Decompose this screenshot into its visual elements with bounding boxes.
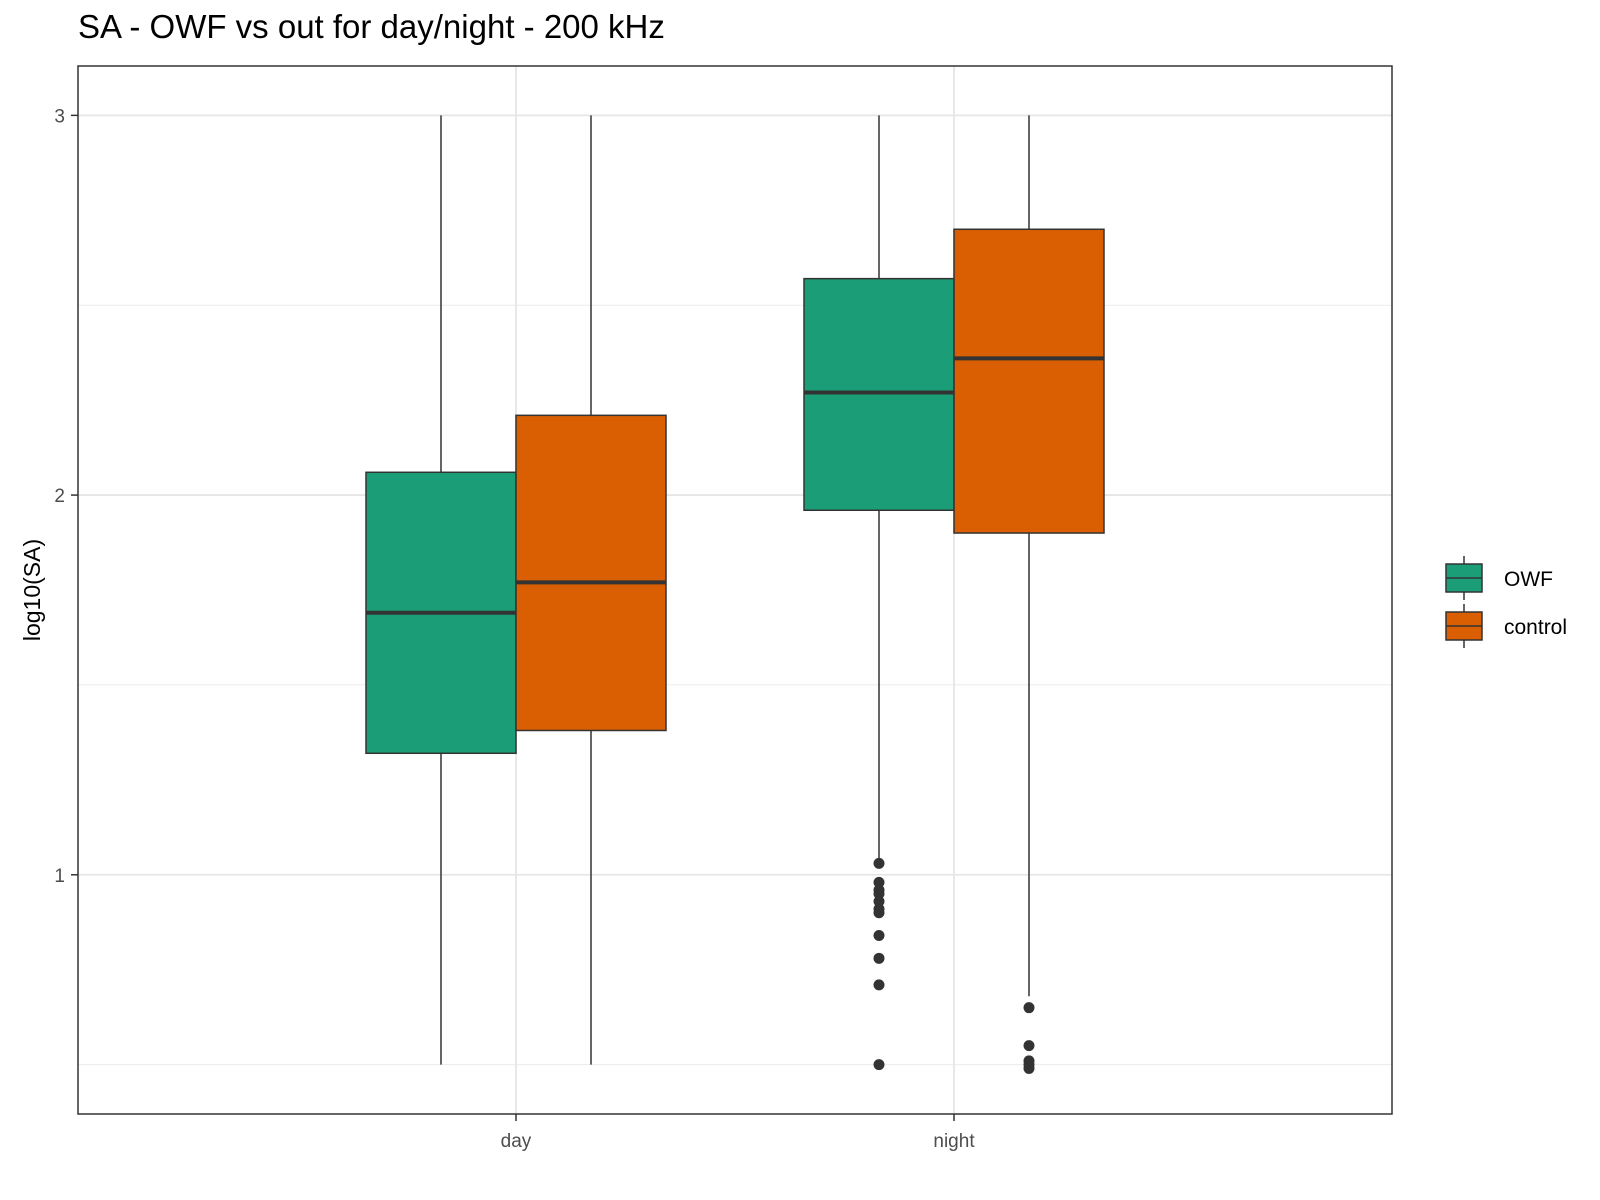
legend: OWF control [1445,556,1567,648]
outlier-point [1023,1002,1035,1014]
legend-label: OWF [1504,568,1553,591]
y-tick-label: 3 [54,106,65,127]
outlier-point [873,1059,885,1071]
outlier-point [873,979,885,991]
outlier-point [1023,1062,1035,1074]
outlier-point [873,895,885,907]
outlier-point [873,930,885,942]
y-tick-label: 2 [54,486,65,507]
outlier-point [873,857,885,869]
legend-label: control [1504,616,1567,639]
x-tick-label: day [501,1131,532,1152]
box-body [953,228,1105,534]
outlier-point [873,907,885,919]
y-tick-label: 1 [54,866,65,887]
box-control-night [953,115,1105,1074]
box-OWF-day [365,115,517,1065]
legend-item-control: control [1445,604,1567,648]
y-axis-title: log10(SA) [19,539,45,641]
outlier-point [873,888,885,900]
panel-border [77,65,1393,1115]
box-body [515,414,667,732]
box-control-day [515,115,667,1065]
outlier-point [873,876,885,888]
box-OWF-night [803,115,955,1071]
x-tick-label: night [933,1131,975,1152]
axis-layer: 1 2 3 day night [54,106,975,1152]
legend-item-OWF: OWF [1445,556,1553,600]
chart-title: SA - OWF vs out for day/night - 200 kHz [78,8,665,45]
outlier-point [873,952,885,964]
outlier-point [1023,1040,1035,1052]
box-layer [365,115,1105,1074]
panel-background [78,66,1392,1114]
